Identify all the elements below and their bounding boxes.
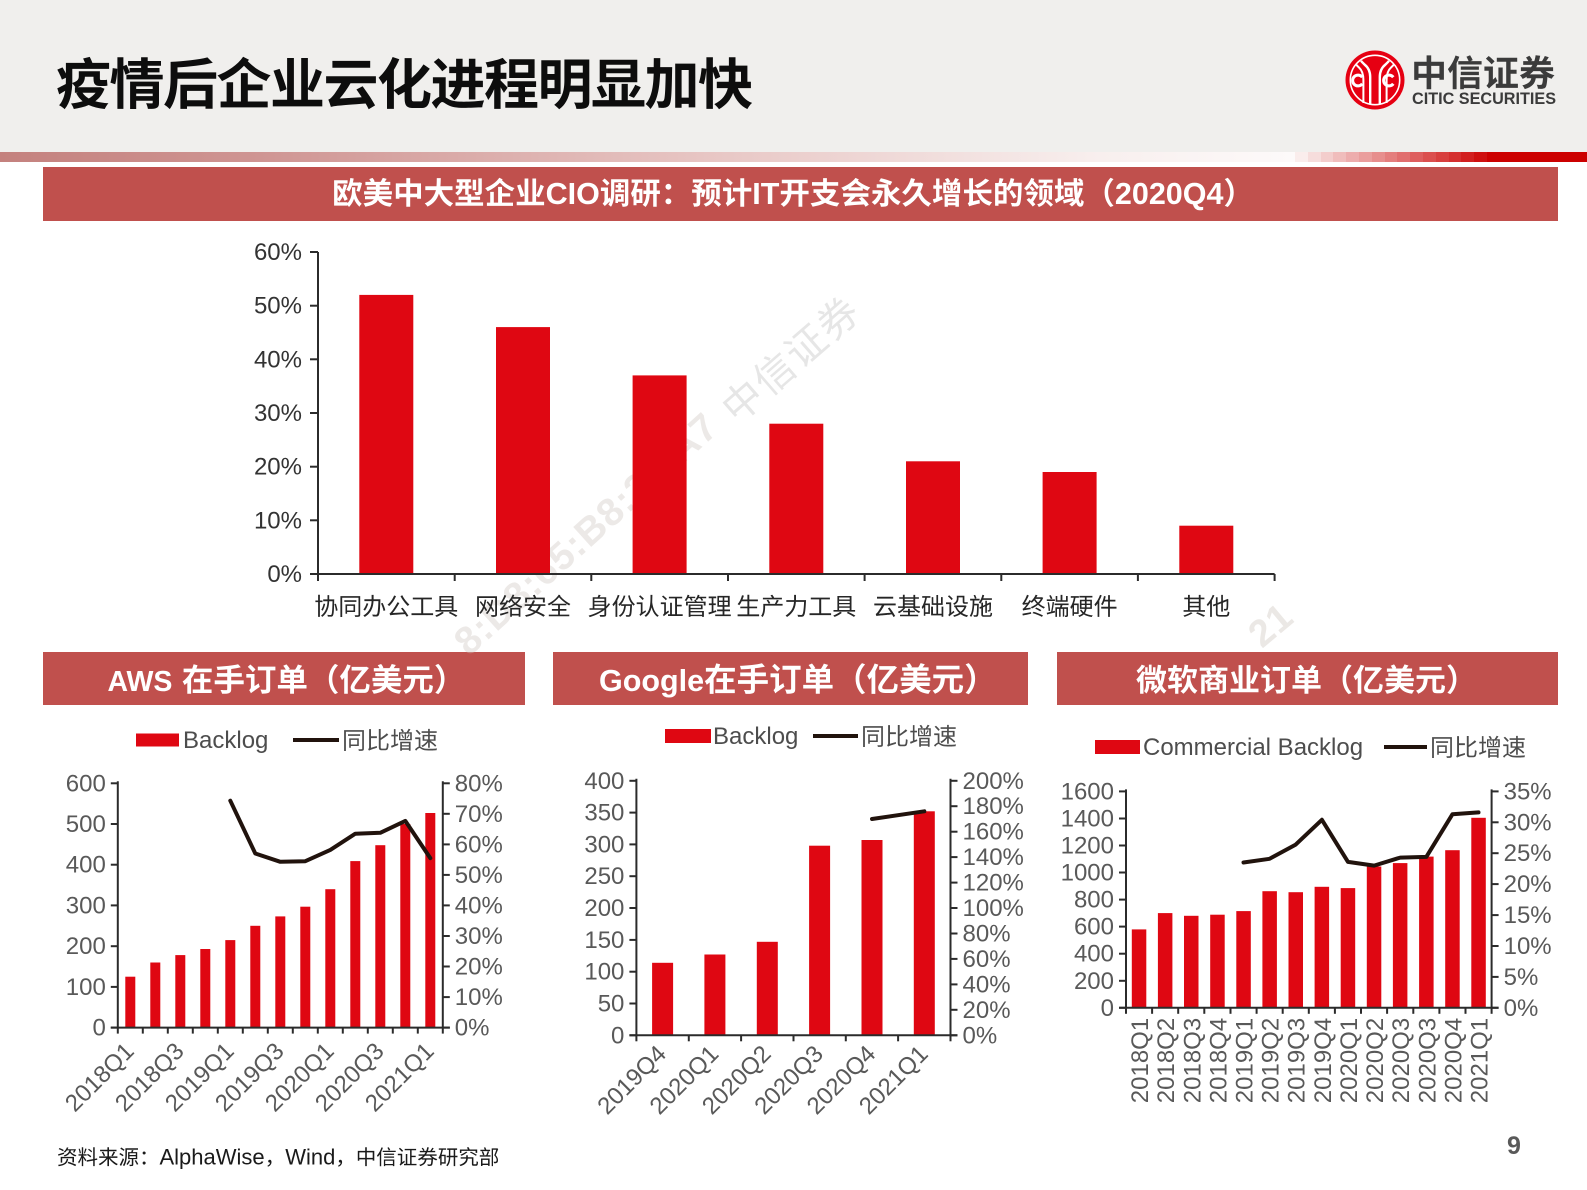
svg-text:Commercial Backlog: Commercial Backlog xyxy=(1143,734,1363,761)
svg-text:2020Q2: 2020Q2 xyxy=(1362,1018,1389,1103)
svg-text:2020Q4: 2020Q4 xyxy=(1115,177,1224,211)
svg-text:10%: 10% xyxy=(1504,933,1552,960)
svg-text:2019Q3: 2019Q3 xyxy=(1284,1018,1311,1103)
svg-text:800: 800 xyxy=(1074,887,1114,914)
svg-text:60%: 60% xyxy=(254,239,302,266)
svg-text:21: 21 xyxy=(1241,595,1302,656)
svg-text:1200: 1200 xyxy=(1061,833,1114,860)
svg-text:0: 0 xyxy=(92,1015,105,1042)
svg-text:100%: 100% xyxy=(963,895,1024,922)
svg-text:Google: Google xyxy=(599,664,704,698)
svg-text:2020Q1: 2020Q1 xyxy=(1336,1018,1363,1103)
svg-text:100: 100 xyxy=(584,959,624,986)
svg-text:2018Q2: 2018Q2 xyxy=(1153,1018,1180,1103)
svg-text:80%: 80% xyxy=(963,921,1011,948)
svg-text:CIO: CIO xyxy=(546,177,600,211)
svg-text:600: 600 xyxy=(1074,914,1114,941)
svg-text:140%: 140% xyxy=(963,844,1024,871)
svg-text:500: 500 xyxy=(66,811,106,838)
svg-text:60%: 60% xyxy=(963,946,1011,973)
svg-text:40%: 40% xyxy=(455,892,503,919)
svg-text:10%: 10% xyxy=(254,507,302,534)
svg-text:2019Q4: 2019Q4 xyxy=(1310,1018,1337,1103)
svg-text:50%: 50% xyxy=(455,862,503,889)
svg-text:15%: 15% xyxy=(1504,902,1552,929)
svg-text:70%: 70% xyxy=(455,801,503,828)
svg-text:180%: 180% xyxy=(963,793,1024,820)
svg-text:25%: 25% xyxy=(1504,840,1552,867)
svg-text:20%: 20% xyxy=(963,997,1011,1024)
svg-text:0%: 0% xyxy=(267,561,302,588)
svg-text:Backlog: Backlog xyxy=(183,727,268,754)
svg-text:0: 0 xyxy=(1101,995,1114,1022)
svg-text:Backlog: Backlog xyxy=(713,723,798,750)
svg-text:9: 9 xyxy=(1507,1132,1521,1160)
svg-text:0%: 0% xyxy=(1504,995,1539,1022)
svg-text:2018Q3: 2018Q3 xyxy=(1179,1018,1206,1103)
svg-text:2021Q1: 2021Q1 xyxy=(1467,1018,1494,1103)
svg-text:IT: IT xyxy=(752,177,779,211)
svg-text:200%: 200% xyxy=(963,768,1024,795)
svg-text:5%: 5% xyxy=(1504,964,1539,991)
svg-text:400: 400 xyxy=(1074,941,1114,968)
svg-text:1600: 1600 xyxy=(1061,778,1114,805)
svg-text:30%: 30% xyxy=(254,400,302,427)
svg-text:250: 250 xyxy=(584,863,624,890)
svg-text:CITIC SECURITIES: CITIC SECURITIES xyxy=(1412,90,1556,108)
svg-text:160%: 160% xyxy=(963,819,1024,846)
svg-text:10%: 10% xyxy=(455,984,503,1011)
svg-text:20%: 20% xyxy=(254,454,302,481)
svg-text:20%: 20% xyxy=(455,954,503,981)
svg-text:30%: 30% xyxy=(455,923,503,950)
svg-text:40%: 40% xyxy=(254,346,302,373)
svg-text:600: 600 xyxy=(66,770,106,797)
svg-text:60%: 60% xyxy=(455,831,503,858)
svg-text:AWS: AWS xyxy=(108,666,173,698)
svg-text:2018Q1: 2018Q1 xyxy=(1127,1018,1154,1103)
svg-text:2019Q1: 2019Q1 xyxy=(1232,1018,1259,1103)
svg-text:2018Q4: 2018Q4 xyxy=(1205,1018,1232,1103)
svg-text:0: 0 xyxy=(611,1022,624,1049)
svg-text:100: 100 xyxy=(66,974,106,1001)
svg-text:1400: 1400 xyxy=(1061,806,1114,833)
svg-text:400: 400 xyxy=(66,852,106,879)
svg-text:200: 200 xyxy=(66,933,106,960)
svg-text:150: 150 xyxy=(584,927,624,954)
svg-text:35%: 35% xyxy=(1504,778,1552,805)
svg-text:120%: 120% xyxy=(963,870,1024,897)
svg-text:2020Q4: 2020Q4 xyxy=(1440,1018,1467,1103)
svg-text:400: 400 xyxy=(584,768,624,795)
svg-text:300: 300 xyxy=(66,892,106,919)
svg-text:2020Q3: 2020Q3 xyxy=(1414,1018,1441,1103)
svg-text:Wind: Wind xyxy=(285,1145,335,1170)
svg-text:AlphaWise: AlphaWise xyxy=(160,1145,265,1170)
svg-text:50: 50 xyxy=(598,991,625,1018)
svg-text:200: 200 xyxy=(1074,968,1114,995)
svg-text:2020Q3: 2020Q3 xyxy=(1388,1018,1415,1103)
svg-text:2019Q2: 2019Q2 xyxy=(1258,1018,1285,1103)
svg-text:200: 200 xyxy=(584,895,624,922)
svg-text:0%: 0% xyxy=(963,1022,998,1049)
svg-text:40%: 40% xyxy=(963,971,1011,998)
svg-text:1000: 1000 xyxy=(1061,860,1114,887)
svg-text:300: 300 xyxy=(584,831,624,858)
svg-text:20%: 20% xyxy=(1504,871,1552,898)
svg-text:350: 350 xyxy=(584,800,624,827)
svg-text:0%: 0% xyxy=(455,1015,490,1042)
svg-text:50%: 50% xyxy=(254,293,302,320)
svg-text:80%: 80% xyxy=(455,770,503,797)
svg-text:30%: 30% xyxy=(1504,809,1552,836)
